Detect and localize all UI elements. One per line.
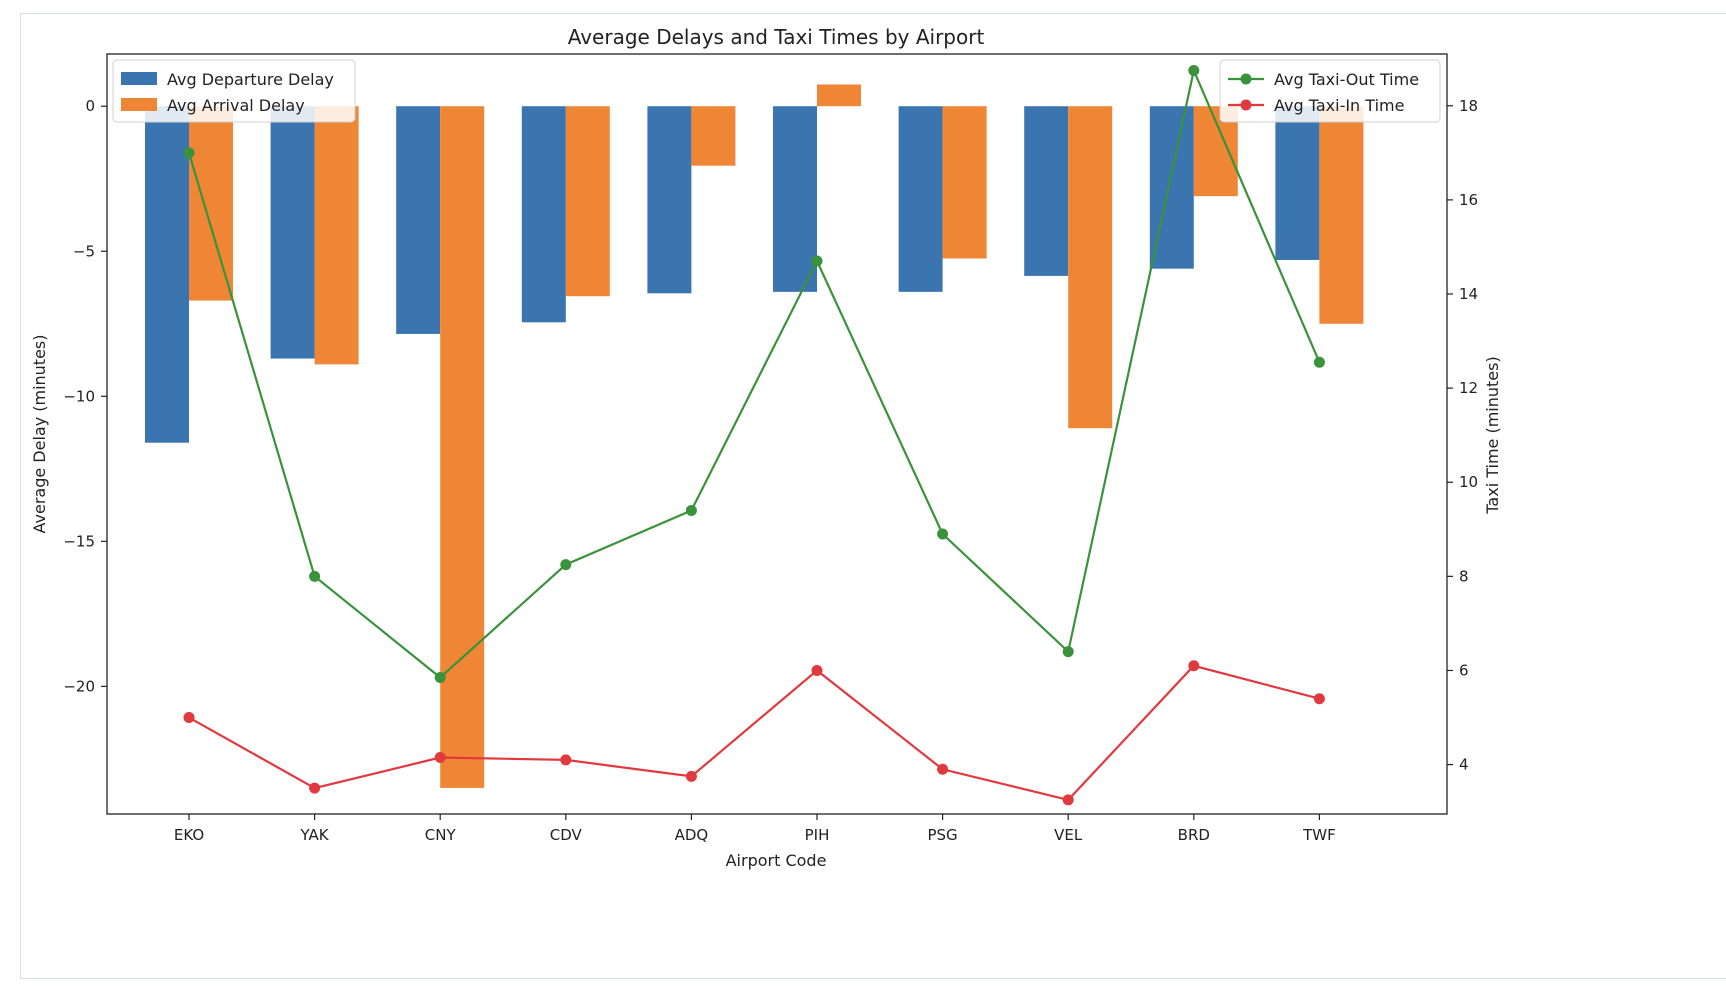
legend-swatch-avg-departure-delay: [121, 72, 157, 85]
point-avg-taxi-in-time-eko: [183, 712, 195, 724]
legend-label-avg-departure-delay: Avg Departure Delay: [167, 70, 334, 89]
bar-avg-arrival-delay-pih: [817, 84, 861, 107]
point-avg-taxi-out-time-cny: [434, 672, 446, 684]
bar-avg-arrival-delay-eko: [189, 106, 233, 301]
x-tick-label: YAK: [300, 826, 330, 844]
point-avg-taxi-out-time-adq: [685, 504, 697, 516]
y2-axis-label: Taxi Time (minutes): [1483, 356, 1502, 514]
point-avg-taxi-in-time-brd: [1188, 660, 1200, 672]
legend-swatch-avg-arrival-delay: [121, 98, 157, 111]
y2-tick-label: 14: [1459, 285, 1478, 303]
bar-avg-arrival-delay-psg: [942, 106, 987, 259]
x-tick-label: TWF: [1302, 826, 1336, 844]
chart-title: Average Delays and Taxi Times by Airport: [568, 25, 985, 49]
bar-avg-arrival-delay-cny: [440, 106, 485, 788]
x-tick-label: ADQ: [675, 826, 709, 844]
bar-avg-departure-delay-psg: [898, 106, 943, 292]
y-axis-label: Average Delay (minutes): [30, 334, 49, 533]
legend-box: [112, 59, 356, 123]
legend-marker-avg-taxi-out-time: [1240, 73, 1252, 85]
bar-avg-departure-delay-eko: [145, 106, 189, 443]
point-avg-taxi-in-time-cdv: [560, 754, 572, 766]
point-avg-taxi-out-time-yak: [309, 570, 321, 582]
bar-avg-departure-delay-adq: [647, 106, 692, 294]
bar-avg-arrival-delay-yak: [314, 106, 359, 365]
x-tick-label: PIH: [805, 826, 830, 844]
y2-tick-label: 18: [1459, 97, 1478, 115]
point-avg-taxi-out-time-vel: [1062, 646, 1074, 658]
point-avg-taxi-in-time-twf: [1313, 693, 1325, 705]
y-tick-label: −20: [63, 677, 95, 695]
point-avg-taxi-out-time-eko: [183, 147, 195, 159]
bar-avg-arrival-delay-adq: [691, 106, 736, 166]
point-avg-taxi-in-time-pih: [811, 664, 823, 676]
bar-avg-arrival-delay-twf: [1319, 106, 1364, 324]
x-tick-label: CNY: [425, 826, 457, 844]
legend-lines: Avg Taxi-Out Time Avg Taxi-In Time: [1219, 59, 1441, 123]
bar-avg-departure-delay-twf: [1275, 106, 1320, 260]
x-tick-label: PSG: [927, 826, 957, 844]
plot-frame: [106, 53, 1448, 815]
point-avg-taxi-out-time-psg: [937, 528, 949, 540]
y2-tick-label: 10: [1459, 473, 1478, 491]
legend-box: [1219, 59, 1441, 123]
bar-avg-arrival-delay-vel: [1068, 106, 1113, 429]
bar-avg-departure-delay-cdv: [521, 106, 566, 323]
line-layer: [183, 64, 1325, 806]
bar-avg-departure-delay-vel: [1024, 106, 1069, 276]
y2-tick-label: 12: [1459, 379, 1478, 397]
x-tick-label: BRD: [1178, 826, 1210, 844]
y-tick-label: 0: [85, 97, 95, 115]
bar-layer: [145, 84, 1364, 788]
legend-marker-avg-taxi-in-time: [1240, 99, 1252, 111]
point-avg-taxi-in-time-adq: [685, 770, 697, 782]
point-avg-taxi-out-time-pih: [811, 255, 823, 267]
x-tick-label: VEL: [1054, 826, 1083, 844]
y2-tick-label: 6: [1459, 661, 1469, 679]
y-tick-label: −10: [63, 387, 95, 405]
point-avg-taxi-in-time-psg: [937, 763, 949, 775]
point-avg-taxi-in-time-cny: [434, 752, 446, 764]
y-tick-label: −15: [63, 532, 95, 550]
legend-label-avg-taxi-in-time: Avg Taxi-In Time: [1274, 96, 1404, 115]
x-tick-label: CDV: [550, 826, 583, 844]
bar-avg-departure-delay-yak: [270, 106, 315, 359]
y2-tick-label: 16: [1459, 191, 1478, 209]
point-avg-taxi-in-time-yak: [309, 782, 321, 794]
combo-chart: 0 −5 −10 −15 −20 4 6 8 10 12 14 16 18 EKO YAK CNY CDV ADQ…: [30, 25, 1502, 870]
legend-label-avg-arrival-delay: Avg Arrival Delay: [167, 96, 305, 115]
y2-tick-label: 4: [1459, 756, 1469, 774]
legend-label-avg-taxi-out-time: Avg Taxi-Out Time: [1274, 70, 1419, 89]
line-avg-taxi-in-time: [188, 664, 1320, 802]
x-tick-label: EKO: [174, 826, 204, 844]
point-avg-taxi-out-time-cdv: [560, 559, 572, 571]
chart-panel: 0 −5 −10 −15 −20 4 6 8 10 12 14 16 18 EKO YAK CNY CDV ADQ…: [20, 13, 1726, 979]
bar-avg-departure-delay-cny: [396, 106, 441, 334]
legend-bars: Avg Departure Delay Avg Arrival Delay: [112, 59, 356, 123]
point-avg-taxi-out-time-twf: [1313, 356, 1325, 368]
axes-layer: 0 −5 −10 −15 −20 4 6 8 10 12 14 16 18 EKO YAK CNY CDV ADQ…: [63, 53, 1478, 844]
y-tick-label: −5: [73, 242, 95, 260]
y2-tick-label: 8: [1459, 567, 1469, 585]
line-avg-taxi-out-time: [187, 66, 1321, 679]
bar-avg-arrival-delay-cdv: [565, 106, 610, 297]
x-axis-label: Airport Code: [726, 851, 827, 870]
point-avg-taxi-in-time-vel: [1062, 794, 1074, 806]
bar-avg-departure-delay-pih: [773, 106, 817, 292]
point-avg-taxi-out-time-brd: [1188, 64, 1200, 76]
